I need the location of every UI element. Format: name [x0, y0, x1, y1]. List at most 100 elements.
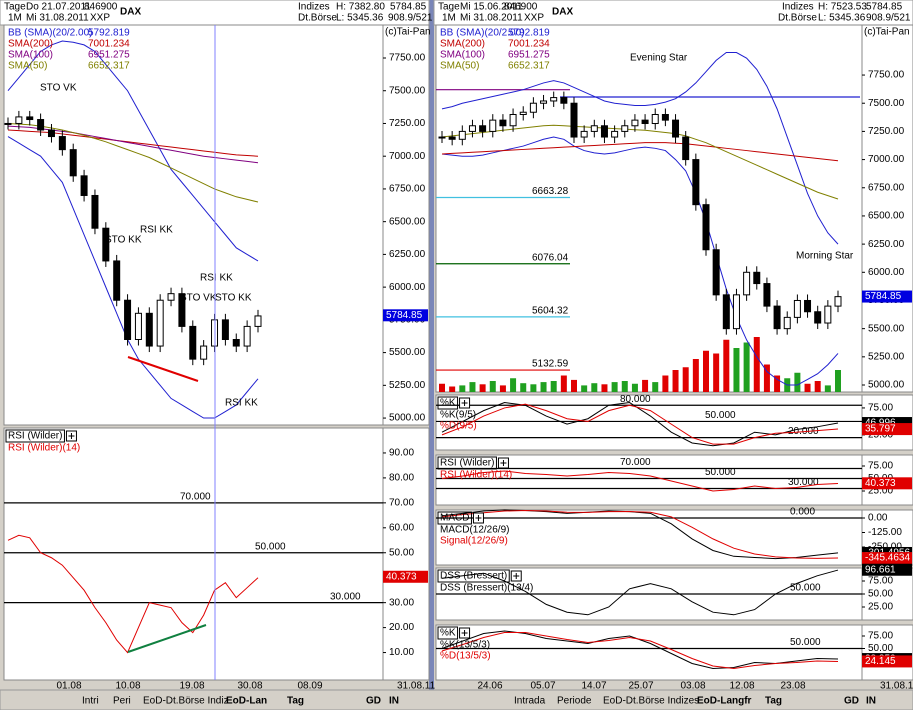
volume-bar: [804, 383, 811, 392]
expand-icon: [461, 630, 468, 636]
y-tick-label: 6500.00: [868, 211, 905, 222]
value-box-label: 96.661: [865, 564, 896, 575]
header-text: 908.9/521: [388, 13, 433, 24]
toolbar-button[interactable]: GD: [366, 696, 381, 707]
x-tick-label: 14.07: [581, 681, 606, 692]
toolbar-button[interactable]: Tag: [287, 696, 304, 707]
toolbar-button[interactable]: IN: [389, 696, 399, 707]
candle: [69, 149, 77, 177]
tab[interactable]: EoD-Dt.Börse Indiz: [143, 696, 229, 707]
toolbar-button[interactable]: IN: [866, 696, 876, 707]
y-tick-label: 5250.00: [868, 351, 905, 362]
indicator-line: [7, 122, 259, 203]
y-tick-label: 6250.00: [868, 239, 905, 250]
level-label: 50.000: [705, 467, 736, 478]
annotation: STO KK: [215, 293, 252, 304]
candle: [167, 293, 175, 301]
candle: [58, 136, 66, 151]
annotation: RSI KK: [200, 273, 233, 284]
header-text: L: 5345.36: [336, 13, 384, 24]
value-box: [383, 570, 428, 583]
legend-value: 7001.234: [508, 39, 550, 50]
candle: [783, 316, 791, 330]
panel-tag: DSS (Bressert): [440, 571, 507, 582]
candle: [732, 294, 740, 330]
value-box-label: 40.373: [865, 478, 896, 489]
annotation: Evening Star: [630, 53, 688, 64]
copyright: (c)Tai-Pan: [385, 27, 431, 38]
y-tick-label: 75.00: [868, 576, 893, 587]
volume-bar: [743, 342, 750, 392]
indicator-line: [441, 124, 839, 200]
symbol: DAX: [552, 7, 573, 18]
tab[interactable]: Intrada: [514, 696, 546, 707]
end-date: 31.08.11: [880, 681, 913, 692]
trend-line: [127, 356, 199, 382]
volume-bar: [611, 382, 618, 392]
toolbar-button[interactable]: Tag: [765, 696, 782, 707]
candle: [178, 293, 186, 327]
x-tick-label: 25.07: [628, 681, 653, 692]
candle: [600, 125, 608, 138]
panel-tag-box: [437, 396, 459, 410]
panel-tag-box: [5, 429, 65, 443]
end-date: 31.08.11: [397, 681, 436, 692]
volume-bar: [479, 384, 486, 392]
indicator-line: [441, 470, 839, 492]
candle: [570, 102, 578, 138]
level-label: 70.000: [180, 491, 211, 502]
panel-tag-box: [437, 626, 459, 640]
volume-bar: [520, 383, 527, 392]
tab[interactable]: EoD-Lan: [226, 696, 267, 707]
value-box: [862, 477, 912, 490]
annotation: RSI KK: [225, 398, 258, 409]
legend-value: 6652.317: [88, 61, 130, 72]
candle: [80, 175, 88, 196]
volume-bar: [510, 378, 517, 392]
y-tick-label: 6000.00: [389, 282, 426, 293]
symbol: DAX: [120, 7, 141, 18]
candle: [102, 227, 110, 262]
tab[interactable]: Intri: [82, 696, 99, 707]
candle: [499, 119, 507, 127]
y-tick-label: 7750.00: [868, 70, 905, 81]
legend-value: 6951.275: [508, 50, 550, 61]
candle: [37, 119, 45, 131]
volume-bar: [489, 381, 496, 392]
y-tick-label: 5250.00: [389, 380, 426, 391]
candle: [529, 102, 537, 113]
tab[interactable]: EoD-Langfr: [697, 696, 752, 707]
level-label: 5132.59: [532, 359, 569, 370]
candle: [134, 312, 142, 341]
volume-bar: [499, 385, 506, 392]
value-box-label: 40.373: [386, 571, 417, 582]
legend-label: %D(13/5/3): [440, 651, 491, 662]
header-text: Tage: [4, 2, 26, 13]
y-tick-label: -125.00: [868, 527, 902, 538]
toolbar-button[interactable]: GD: [844, 696, 859, 707]
header-text: Indizes: [782, 2, 814, 13]
candle: [763, 283, 771, 307]
y-tick-label: 50.00: [868, 589, 893, 600]
header-text: Dt.Börse: [778, 13, 817, 24]
tab[interactable]: Peri: [113, 696, 131, 707]
panel: [435, 624, 863, 681]
level-label: 5604.32: [532, 306, 569, 317]
annotation: RSI KK: [140, 225, 173, 236]
candle: [672, 119, 680, 138]
header-text: 846900: [504, 2, 538, 13]
x-tick-label: 12.08: [729, 681, 754, 692]
volume-bar: [814, 381, 821, 392]
y-tick-label: 80.00: [389, 473, 414, 484]
indicator-line: [7, 136, 259, 419]
y-tick-label: 25.00: [868, 602, 893, 613]
legend-label: Signal(12/26/9): [440, 536, 508, 547]
candle: [611, 130, 619, 138]
candle: [438, 136, 446, 139]
tab[interactable]: Periode: [557, 696, 592, 707]
candle: [621, 125, 629, 132]
level-label: 6076.04: [532, 252, 569, 263]
tab[interactable]: EoD-Dt.Börse Indizes: [603, 696, 699, 707]
level-label: 50.000: [705, 410, 736, 421]
